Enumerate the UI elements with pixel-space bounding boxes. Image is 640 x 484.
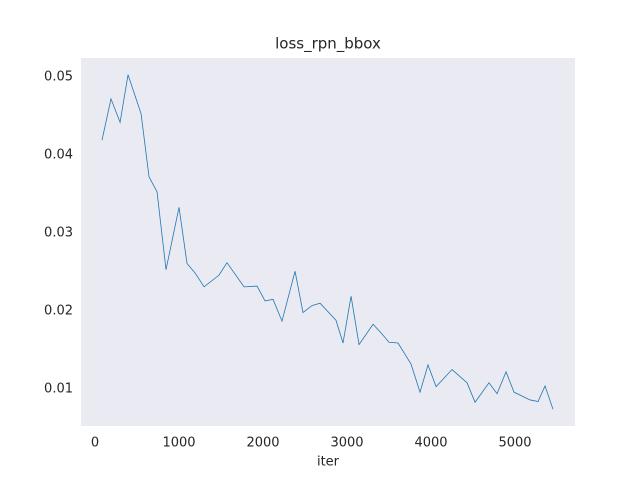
x-tick-label: 3000 <box>330 436 363 451</box>
plot-area <box>81 58 575 426</box>
y-tick-label: 0.03 <box>44 226 73 241</box>
x-axis-label: iter <box>317 455 340 470</box>
chart-title: loss_rpn_bbox <box>275 35 381 54</box>
y-tick-label: 0.04 <box>44 148 73 163</box>
x-tick-label: 0 <box>91 436 99 451</box>
x-tick-label: 2000 <box>246 436 279 451</box>
y-tick-label: 0.02 <box>44 304 73 319</box>
x-tick-label: 4000 <box>414 436 447 451</box>
x-tick-label: 1000 <box>162 436 195 451</box>
x-tick-label: 5000 <box>498 436 531 451</box>
y-tick-label: 0.05 <box>44 70 73 85</box>
y-tick-label: 0.01 <box>44 382 73 397</box>
line <box>101 74 554 410</box>
